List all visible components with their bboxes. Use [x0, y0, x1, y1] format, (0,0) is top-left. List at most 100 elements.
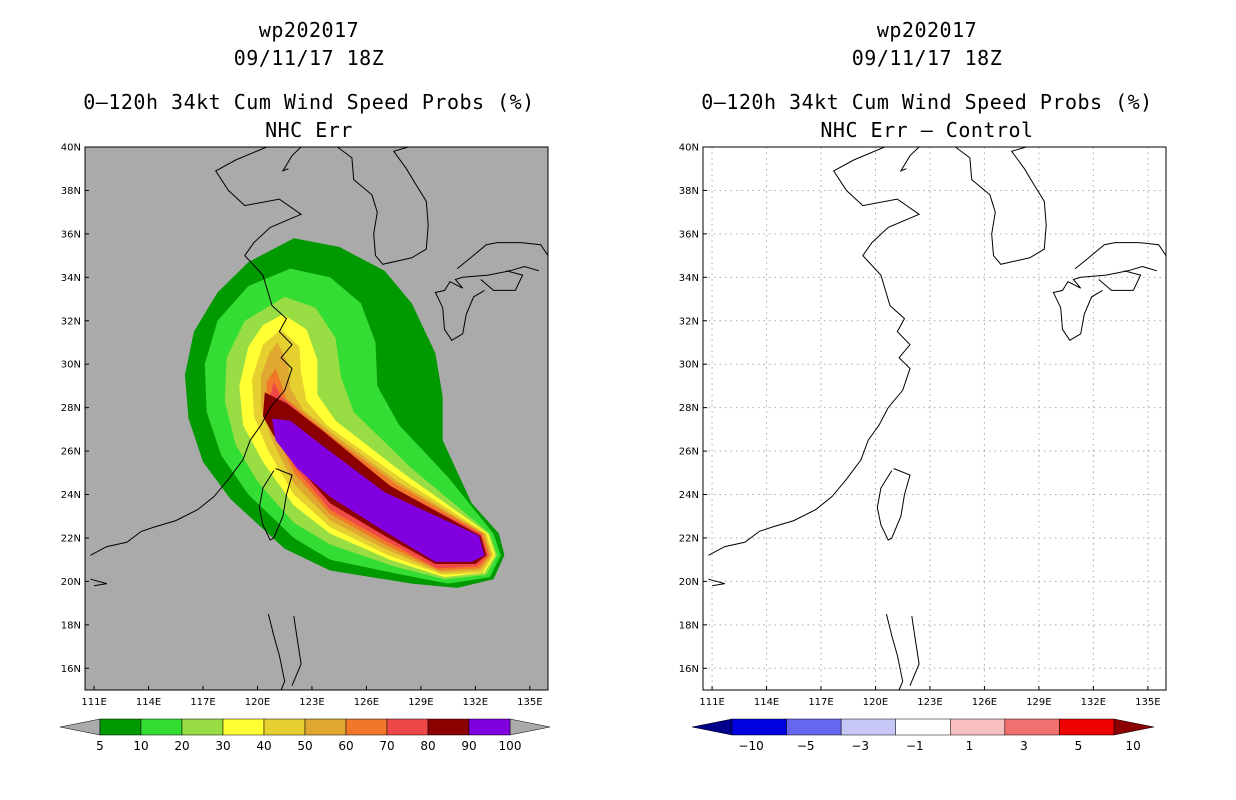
colorbar-swatch	[895, 718, 951, 736]
plot-frame	[84, 146, 549, 691]
lat-tick-label: 18N	[61, 620, 81, 631]
lon-tick-label: 111E	[81, 697, 106, 708]
colorbar-label: −10	[738, 739, 763, 753]
colorbar-label: 20	[174, 739, 189, 753]
coastline	[708, 146, 921, 556]
coastline	[885, 613, 904, 691]
lat-tick-label: 24N	[679, 490, 699, 501]
coastline	[899, 146, 920, 172]
lat-tick-label: 16N	[679, 664, 699, 675]
chart-title: 0–120h 34kt Cum Wind Speed Probs (%)	[83, 90, 535, 114]
colorbar-label: 10	[133, 739, 148, 753]
colorbar-over-arrow	[509, 718, 551, 736]
colorbar-swatch	[950, 718, 1006, 736]
colorbar-swatch	[99, 718, 142, 736]
coastline	[1098, 270, 1142, 291]
coastlines	[708, 146, 1167, 691]
lat-tick-label: 22N	[679, 533, 699, 544]
colorbar-label: −1	[906, 739, 924, 753]
colorbar-swatch	[731, 718, 787, 736]
lat-tick-label: 26N	[61, 447, 81, 458]
colorbar-label: 5	[96, 739, 104, 753]
coastline	[337, 146, 429, 265]
coastline	[1052, 265, 1158, 341]
left-panel: wp202017 09/11/17 18Z 0–120h 34kt Cum Wi…	[59, 18, 551, 753]
lon-tick-label: 126E	[354, 697, 379, 708]
lon-tick-label: 123E	[917, 697, 942, 708]
colorbar-label: 70	[379, 739, 394, 753]
coastline	[281, 146, 302, 172]
colorbar-swatch	[345, 718, 388, 736]
lat-tick-label: 24N	[61, 490, 81, 501]
lon-tick-label: 120E	[245, 697, 270, 708]
lon-tick-label: 114E	[136, 697, 161, 708]
coastline	[456, 242, 549, 269]
colorbar-swatch	[263, 718, 306, 736]
chart-title: 0–120h 34kt Cum Wind Speed Probs (%)	[701, 90, 1153, 114]
coastline	[876, 468, 911, 541]
coastline	[1074, 242, 1167, 269]
colorbar: −10 −5 −3 −1 1 3 5 10	[691, 718, 1155, 753]
datetime: 09/11/17 18Z	[233, 46, 385, 70]
colorbar-swatch	[140, 718, 183, 736]
lat-tick-label: 28N	[61, 403, 81, 414]
colorbar-under-arrow	[691, 718, 733, 736]
colorbar-label: 90	[461, 739, 476, 753]
lon-tick-label: 123E	[299, 697, 324, 708]
colorbar-swatch	[840, 718, 896, 736]
lat-tick-label: 26N	[679, 447, 699, 458]
colorbar-label: 80	[420, 739, 435, 753]
lon-tick-label: 117E	[190, 697, 215, 708]
coastline	[708, 578, 725, 587]
storm-id: wp202017	[876, 18, 978, 42]
lon-tick-label: 111E	[699, 697, 724, 708]
colorbar-label: 5	[1075, 739, 1083, 753]
coastline	[258, 468, 293, 541]
colorbar-label: 60	[338, 739, 353, 753]
colorbar-label: 1	[966, 739, 974, 753]
lon-tick-label: 117E	[808, 697, 833, 708]
lat-tick-label: 18N	[679, 620, 699, 631]
storm-id: wp202017	[258, 18, 360, 42]
colorbar-label: 100	[499, 739, 522, 753]
colorbar-label: −5	[797, 739, 815, 753]
lat-tick-label: 40N	[679, 143, 699, 154]
coastline	[90, 578, 107, 587]
colorbar-swatch	[386, 718, 429, 736]
lat-tick-label: 20N	[61, 577, 81, 588]
contour-90	[272, 418, 485, 562]
coastline	[90, 146, 303, 556]
lat-tick-label: 34N	[61, 273, 81, 284]
colorbar-over-arrow	[1113, 718, 1155, 736]
lat-tick-label: 36N	[61, 229, 81, 240]
lon-tick-label: 135E	[1135, 697, 1160, 708]
lat-tick-label: 32N	[679, 316, 699, 327]
lat-tick-label: 20N	[679, 577, 699, 588]
lat-tick-label: 36N	[679, 229, 699, 240]
lat-tick-label: 16N	[61, 664, 81, 675]
right-panel: wp202017 09/11/17 18Z 0–120h 34kt Cum Wi…	[618, 0, 1236, 800]
colorbar-label: 40	[256, 739, 271, 753]
plot-frame	[702, 146, 1167, 691]
plot-background	[703, 147, 1166, 690]
colorbar-label: 10	[1125, 739, 1140, 753]
lat-tick-label: 38N	[679, 186, 699, 197]
colorbar-swatch	[468, 718, 511, 736]
lon-tick-label: 132E	[1081, 697, 1106, 708]
colorbar-swatch	[1004, 718, 1060, 736]
lat-tick-label: 28N	[679, 403, 699, 414]
lat-tick-label: 22N	[61, 533, 81, 544]
datetime: 09/11/17 18Z	[851, 46, 1003, 70]
chart-subtitle: NHC Err	[265, 118, 353, 142]
lon-tick-label: 129E	[1026, 697, 1051, 708]
coastline	[480, 270, 524, 291]
prob-map: 40N 38N 36N 34N 32N 30N 28N 26N 24N 22N 20N 18N 16N 1…	[59, 143, 551, 753]
lat-tick-label: 30N	[679, 360, 699, 371]
lat-tick-label: 32N	[61, 316, 81, 327]
lon-tick-label: 114E	[754, 697, 779, 708]
lat-tick-label: 30N	[61, 360, 81, 371]
difference-map: 40N 38N 36N 34N 32N 30N 28N 26N 24N 22N 20N 18N 16N 1…	[679, 143, 1167, 753]
coastline	[267, 613, 286, 691]
lon-tick-label: 129E	[408, 697, 433, 708]
colorbar-swatch	[786, 718, 842, 736]
